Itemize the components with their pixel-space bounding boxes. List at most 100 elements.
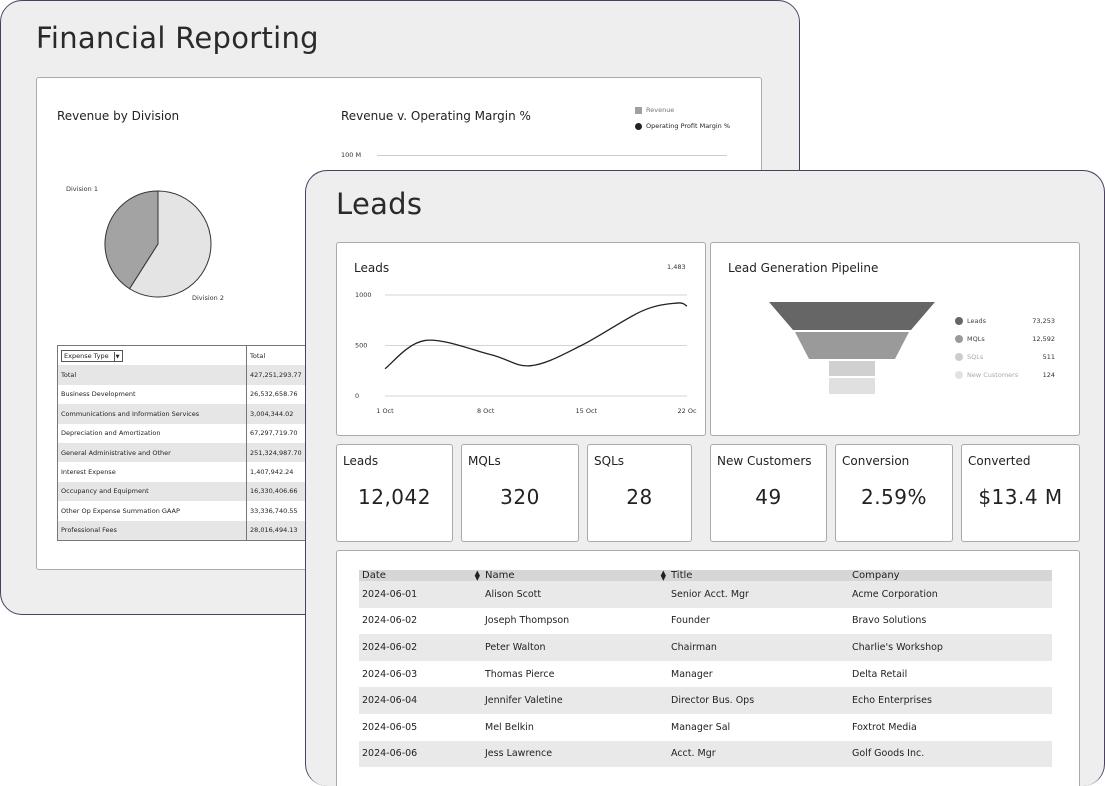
expense-table: Expense Type ▼ Total Total 427,251,293.77… [57,345,307,541]
leads-series-line [384,302,688,370]
col-title[interactable]: Title [668,570,849,581]
expense-total-cell: 67,297,719.70 [246,423,307,443]
col-date[interactable]: Date ▲ ▼ [359,569,482,582]
table-row[interactable]: 2024-06-05 Mel Belkin Manager Sal Foxtrot M… [359,714,1052,741]
expense-total-cell: 26,532,658.76 [246,384,307,405]
sort-icon[interactable]: ▲ ▼ [474,569,480,582]
name-cell: Jess Lawrence [482,740,668,768]
x-tick-label: 8 Oct [477,407,495,415]
company-cell: Golf Goods Inc. [849,740,1052,768]
title-cell: Manager Sal [671,721,731,733]
table-row[interactable]: 2024-06-02 Joseph Thompson Founder Bravo So… [359,608,1052,635]
name-cell: Jennifer Valetine [482,687,668,714]
expense-type-cell: General Administrative and Other [57,442,247,463]
kpi-tile: Leads 12,042 [336,444,453,542]
expense-total-cell: 427,251,293.77 [246,365,307,385]
expense-total-cell: 28,016,494.13 [246,520,307,541]
chevron-down-icon: ▼ [113,351,120,362]
pipeline-legend: Leads 73,253 MQLs 12,592 SQLs 511 New Customer… [955,317,1055,387]
table-row[interactable]: 2024-06-04 Jennifer Valetine Director Bus.… [359,687,1052,714]
expense-total-cell: 33,336,740.55 [246,501,307,521]
expense-type-select[interactable]: Expense Type ▼ [61,349,123,362]
pipeline-title: Lead Generation Pipeline [728,261,879,275]
kpi-label: Conversion [842,454,910,468]
company-cell: Acme Corporation [849,581,1052,608]
table-row[interactable]: Depreciation and Amortization 67,297,719.… [57,423,307,443]
company-cell: Delta Retail [852,668,908,680]
name-cell: Joseph Thompson [485,615,570,627]
rev-margin-title: Revenue v. Operating Margin % [341,109,531,123]
expense-type-cell: Communications and Information Services [57,404,247,424]
legend-dot [955,335,963,343]
table-row[interactable]: Total 427,251,293.77 [57,365,307,385]
leads-table-panel: Date ▲ ▼ Name ▲ ▼ Title Company 2024-06-01 Al… [336,550,1080,786]
funnel-stage-leads [769,302,935,330]
leads-line-chart: 0 500 1000 1 Oct 8 Oct 15 Oct 22 Oc [355,291,697,415]
expense-table-header: Expense Type ▼ Total [57,345,307,366]
legend-swatch-dot [635,122,642,130]
kpi-label: MQLs [468,454,501,468]
expense-total-cell: 16,330,406.66 [246,481,307,502]
company-cell: Bravo Solutions [852,615,927,627]
date-cell: 2024-06-02 [362,615,418,627]
expense-total-cell: 3,004,344.02 [246,404,307,424]
table-row[interactable]: General Administrative and Other 251,324,… [57,442,307,463]
pipeline-legend-item: New Customers 124 [955,371,1055,381]
pie-label-division-2: Division 2 [192,294,224,302]
kpi-label: SQLs [594,454,624,468]
title-cell: Director Bus. Ops [668,687,849,714]
x-tick-label: 22 Oc [677,407,696,415]
revenue-pie-chart [104,190,212,298]
pipeline-legend-item: Leads 73,253 [955,317,1055,327]
funnel-stage-new-customers [829,378,875,394]
rev-margin-legend: Revenue Operating Profit Margin % [635,106,755,136]
leads-chart-title: Leads [354,261,390,275]
legend-value: 73,253 [1032,317,1055,325]
expense-type-cell: Other Op Expense Summation GAAP [57,501,247,521]
table-row[interactable]: 2024-06-06 Jess Lawrence Acct. Mgr Golf Goo… [359,740,1052,768]
col-company[interactable]: Company [849,570,1052,581]
leads-chart-total: 1,483 [667,263,686,271]
kpi-value: 320 [500,485,540,509]
name-cell: Mel Belkin [485,721,534,733]
pie-label-division-1: Division 1 [66,185,98,193]
table-row[interactable]: Occupancy and Equipment 16,330,406.66 [57,481,307,502]
total-column-header: Total [246,345,307,366]
x-tick-label: 15 Oct [576,407,598,415]
expense-type-cell: Interest Expense [57,462,247,482]
expense-type-cell: Depreciation and Amortization [57,423,247,443]
pie-slice-division-2 [128,190,212,298]
x-tick-label: 1 Oct [376,407,394,415]
leads-chart-panel: Leads 1,483 0 500 1000 1 Oct 8 Oct 15 Oct 22 O… [336,242,706,436]
table-row[interactable]: 2024-06-02 Peter Walton Chairman Charlie's … [359,634,1052,661]
table-row[interactable]: Interest Expense 1,407,942.24 [57,462,307,482]
table-row[interactable]: Business Development 26,532,658.76 [57,384,307,405]
date-cell: 2024-06-06 [359,740,482,768]
date-cell: 2024-06-03 [362,668,418,680]
title-cell: Founder [671,615,710,627]
date-cell: 2024-06-05 [362,721,418,733]
sort-icon[interactable]: ▲ ▼ [660,569,666,582]
legend-revenue: Revenue [635,106,674,116]
revenue-by-division-title: Revenue by Division [57,109,180,123]
table-row[interactable]: 2024-06-03 Thomas Pierce Manager Delta Reta… [359,661,1052,688]
date-cell: 2024-06-04 [359,687,482,714]
pipeline-legend-item: SQLs 511 [955,353,1055,363]
kpi-tile: Converted $13.4 M [961,444,1080,542]
kpi-label: Leads [343,454,379,468]
table-row[interactable]: Communications and Information Services 3… [57,404,307,424]
name-cell: Alison Scott [482,581,668,608]
table-row[interactable]: Other Op Expense Summation GAAP 33,336,74… [57,501,307,521]
legend-value: 511 [1042,353,1055,361]
expense-type-cell: Business Development [57,384,247,405]
table-row[interactable]: 2024-06-01 Alison Scott Senior Acct. Mgr Ac… [359,581,1052,608]
table-row[interactable]: Professional Fees 28,016,494.13 [57,520,307,541]
kpi-value: $13.4 M [978,485,1063,509]
date-cell: 2024-06-02 [359,634,482,661]
legend-dot [955,353,963,361]
leads-table: Date ▲ ▼ Name ▲ ▼ Title Company 2024-06-01 Al… [359,569,1052,768]
y-tick-label: 0 [355,392,359,400]
legend-swatch-square [635,106,642,114]
name-cell: Peter Walton [482,634,668,661]
col-name[interactable]: Name ▲ ▼ [482,569,668,582]
